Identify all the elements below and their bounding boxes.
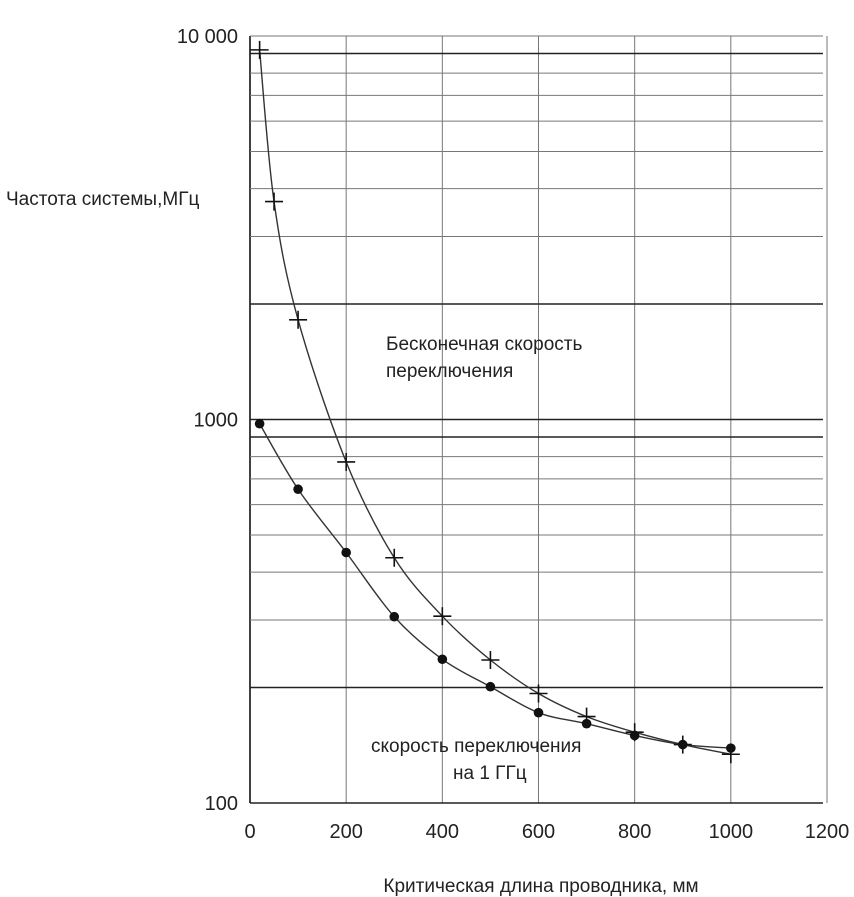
data-point-dot: [629, 730, 640, 741]
grid: [249, 35, 828, 804]
data-point-plus: [289, 310, 308, 329]
markers: [250, 40, 740, 764]
data-point-dot: [677, 739, 688, 750]
data-point-plus: [529, 684, 548, 703]
annotation-infinite-speed-line2: переключения: [386, 361, 513, 382]
y-axis-label: Частота системы,МГц: [6, 189, 199, 210]
x-tick-label: 1000: [709, 821, 754, 843]
series-1ghz-speed-curve: [259, 423, 731, 749]
x-tick-label: 0: [244, 821, 255, 843]
data-point-dot: [726, 743, 736, 753]
y-tick-label: 10 000: [177, 26, 238, 48]
annotation-infinite-speed-line1: Бесконечная скорость: [386, 334, 583, 355]
x-axis-label: Критическая длина проводника, мм: [383, 876, 698, 897]
data-point-plus: [250, 40, 269, 59]
annotation-1ghz-speed-line1: скорость переключения: [371, 736, 581, 757]
data-point-dot: [485, 681, 496, 692]
data-point-dot: [581, 718, 592, 729]
x-tick-label: 400: [426, 821, 459, 843]
data-point-dot: [389, 611, 400, 622]
data-point-plus: [433, 607, 452, 626]
series-infinite-speed-curve: [258, 49, 731, 755]
x-tick-label: 800: [618, 821, 651, 843]
x-tick-label: 1200: [805, 821, 850, 843]
data-point-plus: [337, 452, 356, 471]
x-tick-label: 600: [522, 821, 555, 843]
data-point-dot: [437, 654, 448, 665]
annotation-1ghz-speed-line2: на 1 ГГц: [453, 763, 527, 784]
data-point-dot: [293, 484, 303, 495]
data-point-dot: [341, 547, 351, 558]
x-axis-ticks: 0 200 400 600 800 1000 1200: [244, 821, 849, 843]
y-tick-label: 100: [205, 793, 238, 815]
curves: [258, 49, 731, 755]
y-axis-ticks: 100 1000 10 000: [177, 26, 238, 815]
x-tick-label: 200: [329, 821, 362, 843]
y-tick-label: 1000: [194, 410, 239, 432]
data-point-plus: [265, 192, 284, 211]
data-point-plus: [385, 548, 404, 567]
data-point-dot: [254, 418, 265, 429]
data-point-plus: [481, 650, 500, 669]
data-point-dot: [533, 707, 544, 718]
